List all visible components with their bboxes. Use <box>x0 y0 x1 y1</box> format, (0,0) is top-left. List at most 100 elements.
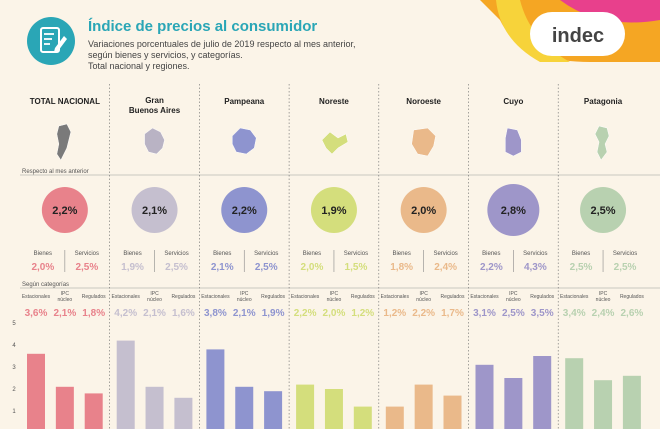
region-0-cat-value-2: 1,8% <box>82 308 105 319</box>
subtitle-line-3: Total nacional y regiones. <box>88 61 190 71</box>
region-1-bar-2 <box>174 397 193 429</box>
region-2-total-value: 2,2% <box>232 205 257 217</box>
respecto-label: Respecto al mes anterior <box>22 169 89 175</box>
region-1-cat-value-0: 4,2% <box>114 308 137 319</box>
region-6-bienes-label: Bienes <box>572 251 590 257</box>
region-5-bienes-label: Bienes <box>482 251 500 257</box>
region-6-cat-value-0: 3,4% <box>563 308 586 319</box>
region-3-ipc-label-2: núcleo <box>327 297 342 303</box>
region-3-bienes-label: Bienes <box>303 251 321 257</box>
region-5-total-value: 2,8% <box>501 205 526 217</box>
region-1-name-line-2: Buenos Aires <box>129 106 181 115</box>
y-tick-label-1: 1 <box>12 409 16 415</box>
region-0-cat-value-1: 2,1% <box>53 308 76 319</box>
region-6-ipc-label-1: IPC <box>599 291 608 297</box>
region-4-servicios-label: Servicios <box>433 251 457 257</box>
region-0-name: TOTAL NACIONAL <box>30 97 100 106</box>
region-0-bienes-value: 2,0% <box>31 262 54 273</box>
region-0-bar-2 <box>84 393 103 429</box>
region-1-servicios-value: 2,5% <box>165 262 188 273</box>
region-4-bienes-label: Bienes <box>392 251 410 257</box>
y-tick-label-5: 5 <box>12 321 16 327</box>
region-0-total-value: 2,2% <box>52 205 77 217</box>
region-1-total-circle <box>131 187 178 233</box>
region-5-ipc-label-1: IPC <box>509 291 518 297</box>
region-5-cat-value-0: 3,1% <box>473 308 496 319</box>
region-2-cat-value-1: 2,1% <box>233 308 256 319</box>
region-3-estacionales-label: Estacionales <box>291 294 320 300</box>
region-4-cat-value-2: 1,7% <box>441 308 464 319</box>
y-tick-label-2: 2 <box>12 387 16 393</box>
region-3-cat-value-0: 2,2% <box>294 308 317 319</box>
region-0-regulados-label: Regulados <box>82 294 106 300</box>
region-4-bar-2 <box>443 395 462 429</box>
region-2-bienes-label: Bienes <box>213 251 231 257</box>
region-5-cat-value-2: 3,5% <box>531 308 554 319</box>
region-6-name: Patagonia <box>584 97 623 106</box>
region-2-total-circle <box>221 187 268 233</box>
region-1-estacionales-label: Estacionales <box>112 294 141 300</box>
region-3-cat-value-1: 2,0% <box>323 308 346 319</box>
region-6-bar-2 <box>622 375 641 429</box>
y-tick-label-3: 3 <box>12 365 16 371</box>
region-4-total-circle <box>400 187 447 233</box>
region-4-regulados-label: Regulados <box>441 294 465 300</box>
region-6-estacionales-label: Estacionales <box>560 294 589 300</box>
segun-label: Según categorías <box>22 282 69 288</box>
region-3-bar-2 <box>353 406 372 429</box>
region-6-bienes-value: 2,5% <box>570 262 593 273</box>
region-2-servicios-value: 2,5% <box>255 262 278 273</box>
region-1-bar-1 <box>145 386 164 429</box>
region-2-ipc-label-2: núcleo <box>237 297 252 303</box>
region-5-cat-value-1: 2,5% <box>502 308 525 319</box>
logo-pill <box>530 12 625 56</box>
region-3-total-circle <box>310 187 357 233</box>
region-3-total-value: 1,9% <box>321 205 346 217</box>
region-6-servicios-value: 2,5% <box>614 262 637 273</box>
region-2-bar-0 <box>206 349 225 429</box>
region-1-bienes-value: 1,9% <box>121 262 144 273</box>
region-0-bar-0 <box>27 353 45 429</box>
region-4-servicios-value: 2,4% <box>434 262 457 273</box>
region-2-cat-value-2: 1,9% <box>262 308 285 319</box>
region-2-cat-value-0: 3,8% <box>204 308 227 319</box>
region-6-cat-value-2: 2,6% <box>621 308 644 319</box>
region-3-map <box>321 131 349 155</box>
region-6-total-value: 2,5% <box>591 205 616 217</box>
region-6-bar-1 <box>594 380 613 429</box>
region-2-map <box>232 127 257 155</box>
region-1-servicios-label: Servicios <box>164 251 188 257</box>
region-0-ipc-label-2: núcleo <box>57 297 72 303</box>
region-6-map <box>594 125 610 161</box>
region-5-map <box>505 127 522 157</box>
region-2-name: Pampeana <box>224 97 265 106</box>
region-3-bienes-value: 2,0% <box>301 262 324 273</box>
region-3-regulados-label: Regulados <box>351 294 375 300</box>
region-4-bar-0 <box>385 406 404 429</box>
region-4-total-value: 2,0% <box>411 205 436 217</box>
region-6-bar-0 <box>565 358 584 429</box>
region-6-total-circle <box>580 187 627 233</box>
pink-shape <box>560 0 660 23</box>
region-1-regulados-label: Regulados <box>171 294 195 300</box>
region-1-cat-value-1: 2,1% <box>143 308 166 319</box>
region-2-bienes-value: 2,1% <box>211 262 234 273</box>
region-2-bar-2 <box>264 391 283 429</box>
region-3-servicios-label: Servicios <box>344 251 368 257</box>
y-tick-label-4: 4 <box>12 343 16 349</box>
region-3-ipc-label-1: IPC <box>330 291 339 297</box>
region-5-bar-2 <box>533 356 552 429</box>
region-1-ipc-label-1: IPC <box>150 291 159 297</box>
region-1-cat-value-2: 1,6% <box>172 308 195 319</box>
region-4-cat-value-0: 1,2% <box>383 308 406 319</box>
region-5-total-circle <box>487 184 540 236</box>
region-4-map <box>411 127 436 157</box>
region-5-bienes-value: 2,2% <box>480 262 503 273</box>
region-5-name: Cuyo <box>503 97 523 106</box>
region-4-bienes-value: 1,8% <box>390 262 413 273</box>
region-0-map <box>56 123 72 161</box>
region-0-ipc-label-1: IPC <box>61 291 70 297</box>
region-1-ipc-label-2: núcleo <box>147 297 162 303</box>
